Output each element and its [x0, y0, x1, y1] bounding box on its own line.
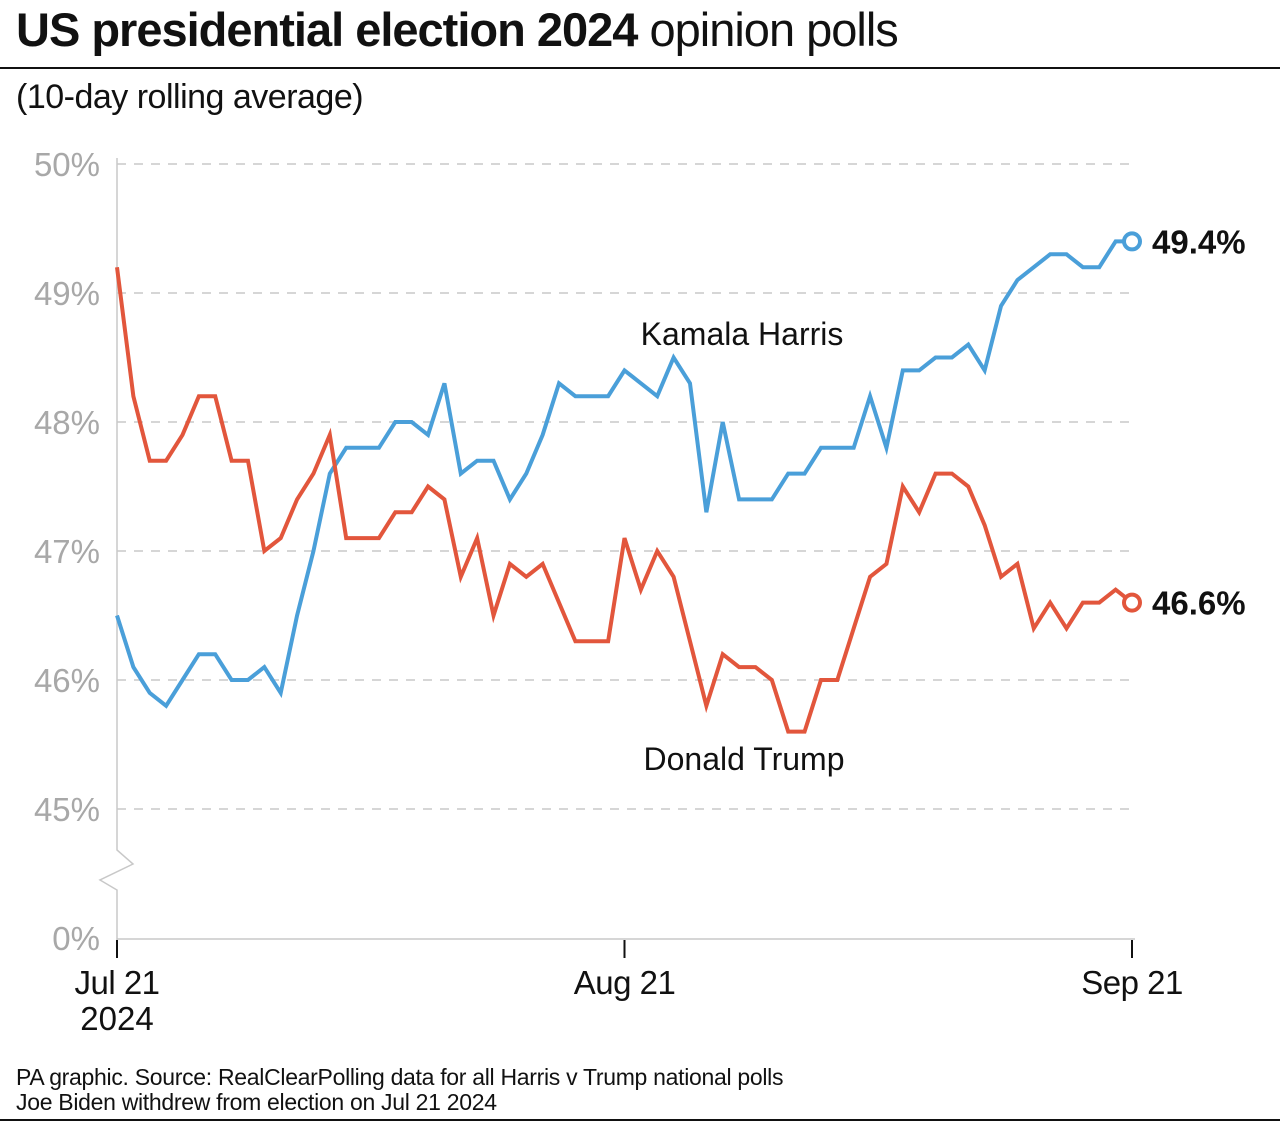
y-tick-label: 49% [34, 275, 100, 312]
source-note: PA graphic. Source: RealClearPolling dat… [16, 1064, 784, 1090]
y-axis-line [98, 158, 135, 940]
title-light: opinion polls [649, 3, 899, 56]
end-point-marker [1122, 592, 1142, 613]
series-name-label: Kamala Harris [641, 316, 844, 352]
y-tick-label: 48% [34, 404, 100, 441]
footer: PA graphic. Source: RealClearPolling dat… [16, 1064, 784, 1115]
x-tick-label: Sep 21 [1081, 964, 1183, 1001]
end-point-marker [1122, 231, 1142, 252]
series-line-trump [115, 266, 1134, 734]
series-name-label: Donald Trump [644, 741, 845, 777]
x-tick-label: Jul 21 [74, 964, 159, 1001]
y-tick-label: 50% [34, 146, 100, 183]
y-tick-label: 47% [34, 533, 100, 570]
chart-subtitle: (10-day rolling average) [16, 78, 364, 116]
x-tick-sublabel: 2024 [80, 1000, 153, 1037]
y-tick-label: 0% [52, 920, 100, 957]
chart-title: US presidential election 2024 opinion po… [16, 2, 899, 57]
bottom-rule [0, 1119, 1280, 1121]
title-bold: US presidential election 2024 [16, 3, 638, 56]
biden-note: Joe Biden withdrew from election on Jul … [16, 1089, 497, 1115]
y-tick-label: 45% [34, 791, 100, 828]
x-tick-label: Aug 21 [574, 964, 676, 1001]
end-value-label: 49.4% [1152, 223, 1246, 260]
series-line-harris [115, 239, 1132, 709]
y-tick-label: 46% [34, 662, 100, 699]
top-rule [0, 67, 1280, 69]
end-value-label: 46.6% [1152, 585, 1246, 622]
